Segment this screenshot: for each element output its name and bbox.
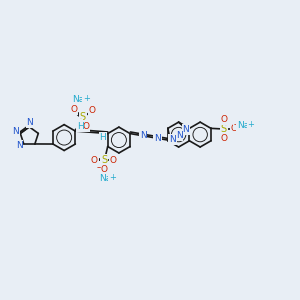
Text: –: – <box>234 120 238 129</box>
Text: O: O <box>230 124 237 133</box>
Text: O: O <box>110 156 117 165</box>
Text: –: – <box>96 163 100 172</box>
Text: S: S <box>101 155 107 165</box>
Text: S: S <box>80 112 86 122</box>
Text: O: O <box>82 122 89 131</box>
Text: O: O <box>220 134 227 143</box>
Text: +: + <box>83 94 90 103</box>
Text: H: H <box>100 133 106 142</box>
Text: Na: Na <box>237 122 249 130</box>
Text: N: N <box>176 131 182 140</box>
Text: N: N <box>16 141 22 150</box>
Text: O: O <box>220 115 227 124</box>
Text: H: H <box>77 122 83 131</box>
Text: +: + <box>247 120 254 129</box>
Text: N: N <box>182 125 189 134</box>
Text: S: S <box>221 124 227 134</box>
Text: O: O <box>89 106 96 115</box>
Text: +: + <box>109 172 116 182</box>
Text: N: N <box>13 128 19 136</box>
Text: O: O <box>91 156 98 165</box>
Text: –: – <box>78 120 82 129</box>
Text: N: N <box>169 135 176 144</box>
Text: N: N <box>26 118 33 127</box>
Text: O: O <box>70 105 78 114</box>
Text: O: O <box>100 165 107 174</box>
Text: N: N <box>140 131 146 140</box>
Text: Na: Na <box>72 95 85 104</box>
Text: N: N <box>154 134 161 143</box>
Text: Na: Na <box>99 174 111 183</box>
